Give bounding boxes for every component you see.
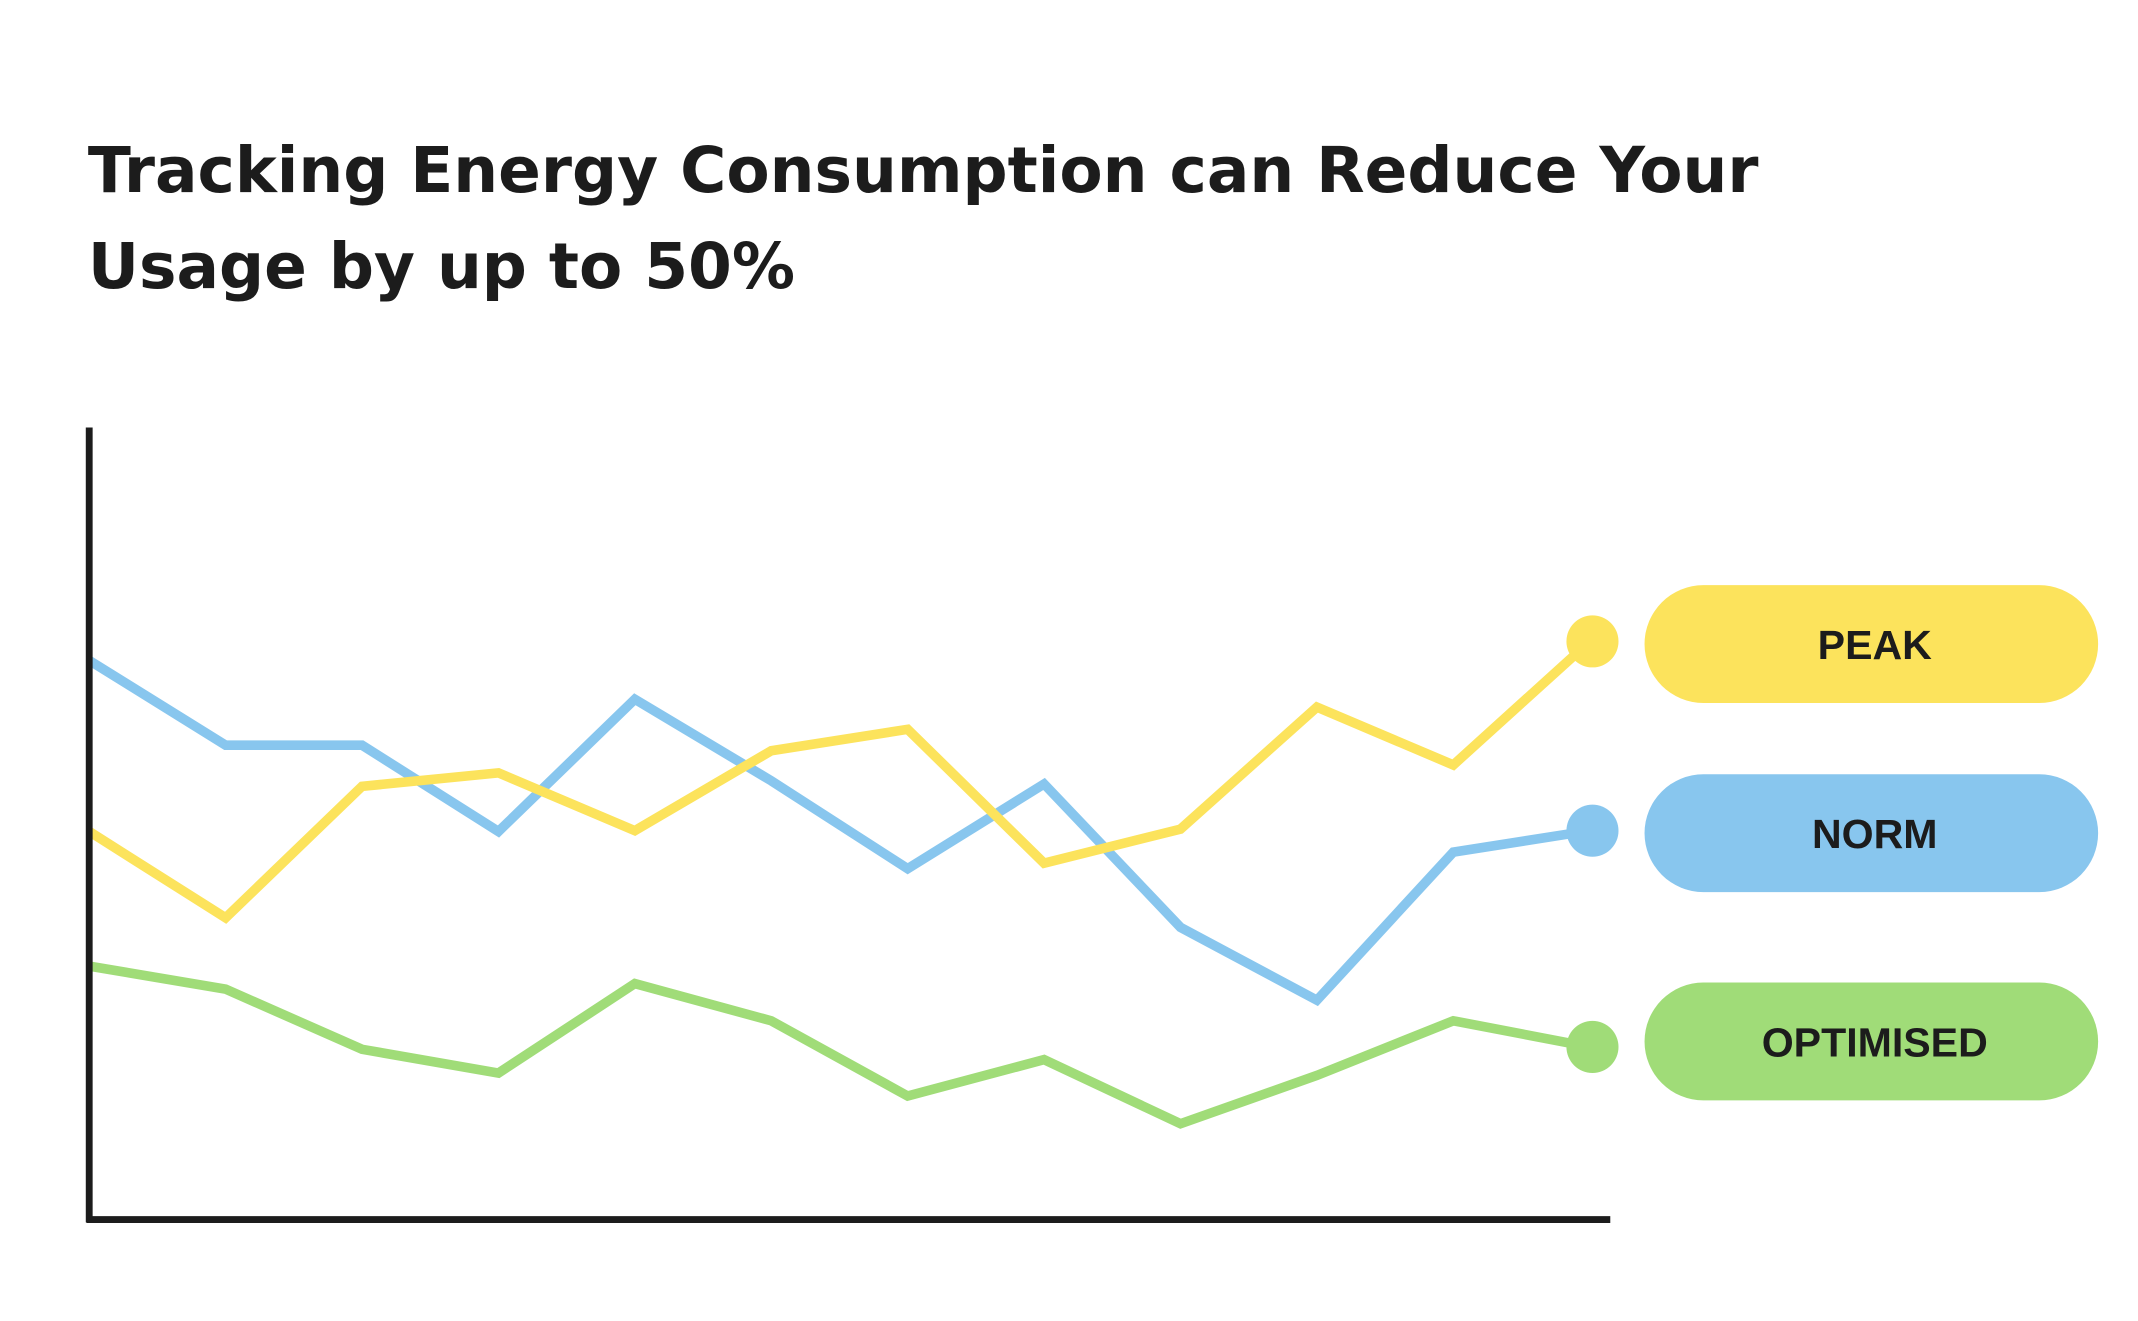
- legend-label: PEAK: [1818, 622, 1932, 668]
- chart-title-line-2: Usage by up to 50%: [88, 229, 795, 303]
- legend-item-peak: PEAK: [1644, 585, 2099, 703]
- legend-pill: [1644, 982, 2099, 1101]
- legend-label: OPTIMISED: [1762, 1020, 1988, 1066]
- legend-item-norm: NORM: [1644, 774, 2099, 893]
- series-end-dot-norm: [1566, 804, 1619, 857]
- legend-pill: [1644, 774, 2099, 893]
- series-line-peak: [86, 637, 1593, 924]
- legend-pill: [1644, 585, 2099, 703]
- legend-item-optimised: OPTIMISED: [1644, 982, 2099, 1101]
- series-end-dot-optimised: [1566, 1020, 1619, 1073]
- series-line-optimised: [88, 961, 1591, 1129]
- series-end-dot-peak: [1566, 615, 1619, 668]
- legend-label: NORM: [1812, 811, 1938, 857]
- chart-title-line-1: Tracking Energy Consumption can Reduce Y…: [88, 133, 1759, 207]
- series-line-norm: [86, 656, 1591, 1007]
